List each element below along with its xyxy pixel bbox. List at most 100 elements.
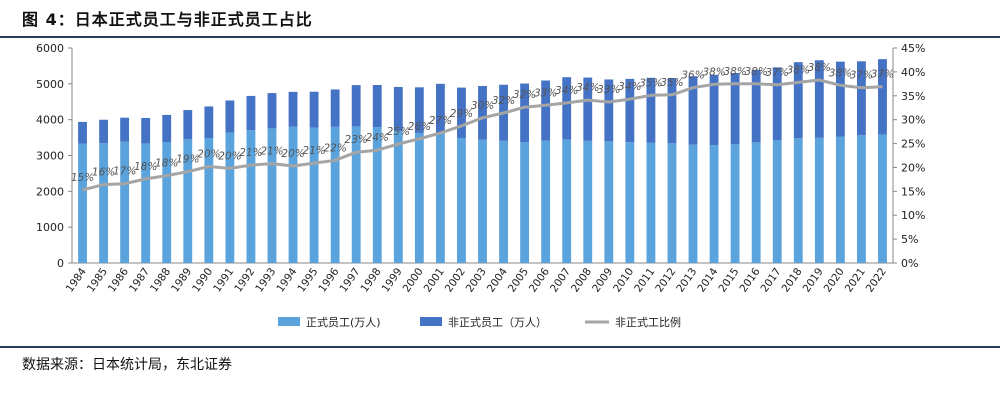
x-axis-tick-label: 2001 (422, 266, 447, 295)
ratio-data-label: 25% (387, 126, 410, 138)
left-axis-tick-label: 3000 (36, 150, 64, 163)
right-axis-tick-label: 30% (901, 114, 925, 127)
left-axis-tick-label: 6000 (36, 42, 64, 55)
x-axis-tick-label: 2021 (843, 266, 868, 295)
ratio-data-label: 15% (71, 172, 94, 184)
legend-label-regular: 正式员工(万人) (306, 316, 381, 329)
bar-regular (457, 137, 466, 263)
x-axis-tick-label: 2000 (401, 266, 426, 295)
x-axis-tick-label: 1990 (190, 266, 215, 295)
bar-nonregular (583, 77, 593, 141)
x-axis-tick-label: 1998 (359, 266, 384, 295)
bar-regular (667, 143, 677, 263)
x-axis-tick-label: 1987 (127, 266, 152, 295)
bar-regular (309, 127, 319, 263)
ratio-data-label: 35% (639, 77, 662, 89)
bar-regular (499, 140, 508, 263)
ratio-data-label: 20% (281, 148, 304, 160)
ratio-data-label: 34% (555, 85, 578, 97)
bar-regular (772, 140, 782, 263)
ratio-data-label: 37% (850, 70, 873, 82)
bar-nonregular (667, 78, 677, 144)
bar-regular (204, 138, 214, 263)
right-axis-tick-label: 0% (901, 257, 918, 270)
bar-regular (688, 144, 698, 263)
bar-regular (414, 132, 424, 263)
ratio-data-label: 24% (366, 132, 389, 144)
bar-nonregular (562, 77, 572, 140)
ratio-data-label: 17% (113, 166, 136, 178)
bar-regular (267, 128, 277, 263)
right-axis-tick-label: 25% (901, 138, 925, 151)
bar-nonregular (730, 72, 740, 145)
bar-regular (162, 141, 172, 263)
bar-nonregular (625, 78, 635, 143)
x-axis-tick-label: 1996 (316, 266, 341, 295)
x-axis-tick-label: 2004 (485, 266, 510, 295)
bar-nonregular (435, 83, 445, 133)
x-axis-tick-label: 1985 (85, 266, 110, 295)
bar-nonregular (330, 89, 340, 127)
ratio-data-label: 32% (513, 89, 536, 101)
bar-regular (120, 141, 130, 263)
ratio-data-label: 20% (197, 148, 220, 160)
bar-regular (141, 143, 151, 263)
ratio-data-label: 18% (134, 161, 157, 173)
left-axis-tick-label: 0 (57, 257, 64, 270)
bar-regular (330, 126, 340, 263)
bar-nonregular (688, 76, 698, 145)
bar-regular (793, 138, 803, 263)
right-axis-tick-label: 40% (901, 66, 925, 79)
x-axis-tick-label: 2020 (822, 266, 847, 295)
x-axis-tick-label: 2015 (716, 266, 741, 295)
bar-nonregular (372, 85, 382, 128)
ratio-data-label: 26% (408, 121, 431, 133)
bar-regular (646, 142, 656, 263)
bar-regular (562, 139, 572, 263)
right-axis-tick-label: 20% (901, 161, 925, 174)
right-axis-tick-label: 35% (901, 90, 925, 103)
bar-regular (835, 136, 845, 263)
bar-nonregular (835, 61, 845, 137)
bar-nonregular (183, 110, 193, 140)
x-axis-tick-label: 2012 (653, 266, 678, 295)
ratio-data-label: 21% (239, 147, 262, 159)
bar-nonregular (309, 91, 319, 128)
bar-regular (709, 145, 719, 263)
ratio-data-label: 33% (534, 87, 557, 99)
right-axis-tick-label: 10% (901, 209, 925, 222)
ratio-data-label: 38% (744, 66, 767, 78)
bar-nonregular (520, 83, 530, 143)
ratio-data-label: 19% (176, 154, 199, 166)
bar-nonregular (162, 114, 172, 142)
x-axis-tick-label: 2008 (569, 266, 594, 295)
bar-nonregular (351, 85, 361, 127)
bar-regular (372, 127, 382, 263)
x-axis-tick-label: 1991 (211, 266, 236, 295)
bar-nonregular (204, 106, 214, 139)
x-axis-tick-label: 2007 (548, 266, 573, 295)
bar-regular (351, 126, 361, 263)
x-axis-tick-label: 2011 (632, 266, 657, 295)
bar-regular (435, 132, 445, 263)
ratio-data-label: 30% (471, 100, 494, 112)
bar-nonregular (793, 62, 803, 139)
right-axis-tick-label: 45% (901, 42, 925, 55)
bar-nonregular (288, 91, 298, 127)
bar-nonregular (878, 59, 887, 135)
x-axis-tick-label: 2009 (590, 266, 615, 295)
figure-footer: 数据来源：日本统计局，东北证券 (0, 346, 1000, 413)
bar-regular (225, 132, 235, 263)
x-axis-tick-label: 1992 (232, 266, 257, 295)
chart-area: 0 1000 2000 3000 4000 5000 6000 0% 5% 10% 15% 20% 25… (0, 36, 1000, 346)
bar-nonregular (709, 74, 719, 146)
x-axis-tick-label: 2002 (443, 266, 468, 295)
bar-regular (246, 130, 256, 263)
x-axis-tick-label: 2005 (506, 266, 531, 295)
ratio-data-label: 38% (702, 66, 725, 78)
combo-chart: 0 1000 2000 3000 4000 5000 6000 0% 5% 10% 15% 20% 25… (36, 42, 925, 329)
x-axis-tick-label: 2017 (759, 266, 784, 295)
ratio-line (82, 78, 883, 192)
x-axis-tick-label: 1997 (337, 266, 362, 295)
right-axis-tick-label: 5% (901, 233, 918, 246)
